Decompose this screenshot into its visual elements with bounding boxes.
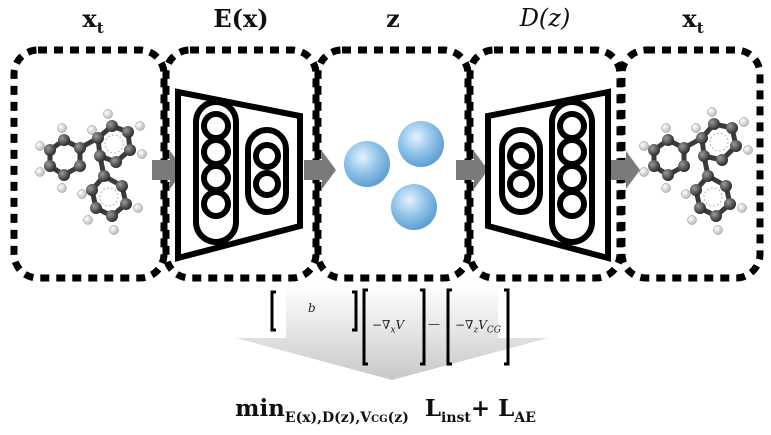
matrix-top-term: b [308,301,316,315]
latent-ball [398,121,444,167]
latent-ball [344,141,390,187]
funnel-arrow [236,286,548,380]
input-label: xt [82,4,104,37]
input-frame [10,46,168,282]
matrix-brackets [270,288,510,366]
latent-frame [314,46,472,282]
latent-variables [344,121,444,230]
arrow-icon [456,151,488,189]
latent-ball [391,184,437,230]
latent-label: z [386,4,400,33]
matrix-dash: — [428,317,440,331]
matrix-right-term: −∇zVCG [455,318,501,336]
output-molecule [639,107,753,235]
input-molecule [35,109,147,235]
arrow-icon [304,151,336,189]
arrow-icon [608,151,640,189]
decoder-label: D(z) [519,4,571,32]
decoder-network [485,88,611,262]
encoder-network [175,88,303,262]
output-label: xt [682,4,704,37]
output-frame [618,46,764,282]
matrix-left-term: −∇xV [372,318,405,336]
objective-formula: minE(x),D(z),VCG(z) Linst+ LAE [235,395,536,426]
encoder-label: E(x) [213,4,269,33]
